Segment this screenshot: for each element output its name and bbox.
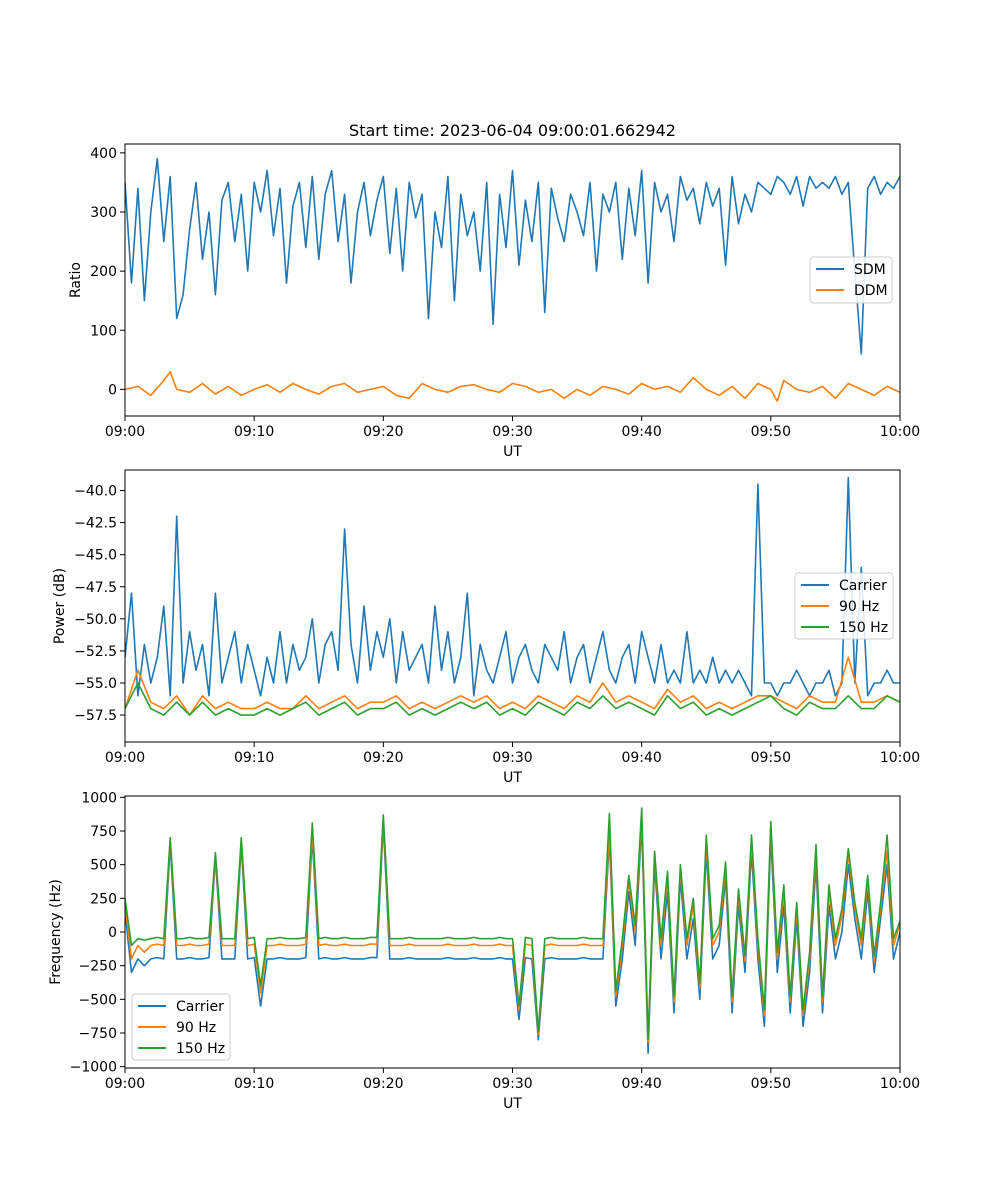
x-tick-label: 09:40 — [621, 424, 661, 440]
x-tick-label: 09:50 — [751, 750, 791, 766]
x-tick-label: 09:10 — [234, 750, 274, 766]
x-tick-label: 10:00 — [880, 750, 920, 766]
x-tick-label: 09:20 — [363, 1076, 403, 1092]
y-tick-label: 500 — [90, 858, 117, 874]
y-tick-label: −47.5 — [74, 580, 117, 596]
legend-label: 90 Hz — [839, 599, 879, 615]
y-tick-label: 200 — [90, 264, 117, 280]
x-tick-label: 10:00 — [880, 424, 920, 440]
x-axis-label: UT — [503, 444, 522, 460]
legend-label: SDM — [854, 262, 886, 278]
x-tick-label: 09:40 — [621, 750, 661, 766]
y-tick-label: 1000 — [81, 790, 117, 806]
series-line-carrier — [125, 476, 900, 697]
y-tick-label: −250 — [79, 959, 117, 975]
legend: Carrier 90 Hz 150 Hz — [131, 993, 231, 1061]
legend-box — [794, 572, 894, 640]
chart-panel-3: 09:00 09:10 09:20 09:30 09:40 09:50 10:00 1000 7… — [48, 790, 920, 1112]
y-axis-label: Frequency (Hz) — [48, 879, 64, 985]
y-tick-label: 300 — [90, 205, 117, 221]
series-line-150-hz — [125, 807, 900, 1041]
x-tick-label: 09:00 — [105, 750, 145, 766]
chart-panel-1: 09:00 09:10 09:20 09:30 09:40 09:50 10:00 400 30… — [68, 143, 920, 460]
y-tick-label: −45.0 — [74, 548, 117, 564]
panels: 09:00 09:10 09:20 09:30 09:40 09:50 10:00 400 30… — [48, 143, 920, 1112]
x-tick-label: 09:30 — [492, 424, 532, 440]
legend: Carrier 90 Hz 150 Hz — [794, 572, 894, 640]
y-tick-label: 100 — [90, 323, 117, 339]
x-tick-label: 09:30 — [492, 750, 532, 766]
axes-frame — [124, 143, 901, 417]
x-tick-label: 10:00 — [880, 1076, 920, 1092]
legend: SDM DDM — [809, 256, 893, 304]
series-line-sdm — [125, 158, 900, 355]
axes-frame — [124, 469, 901, 743]
x-axis-label: UT — [503, 770, 522, 786]
series-line-150-hz — [125, 682, 900, 716]
y-tick-label: −57.5 — [74, 708, 117, 724]
y-tick-label: −50.0 — [74, 612, 117, 628]
legend-label: DDM — [854, 283, 888, 299]
y-tick-label: −52.5 — [74, 644, 117, 660]
y-tick-label: 400 — [90, 146, 117, 162]
legend-label: Carrier — [176, 999, 224, 1015]
y-tick-label: 250 — [90, 891, 117, 907]
series-line-90-hz — [125, 656, 900, 716]
y-tick-label: −55.0 — [74, 676, 117, 692]
x-tick-label: 09:20 — [363, 750, 403, 766]
x-tick-label: 09:10 — [234, 424, 274, 440]
y-tick-label: −500 — [79, 992, 117, 1008]
y-tick-label: −1000 — [70, 1060, 117, 1076]
y-axis-label: Power (dB) — [52, 568, 68, 644]
x-tick-label: 09:10 — [234, 1076, 274, 1092]
chart-panel-2: 09:00 09:10 09:20 09:30 09:40 09:50 10:00 −40.0… — [52, 469, 920, 786]
y-tick-label: 0 — [108, 382, 117, 398]
legend-label: 90 Hz — [176, 1020, 216, 1036]
x-tick-label: 09:50 — [751, 424, 791, 440]
y-tick-label: −40.0 — [74, 484, 117, 500]
x-axis-label: UT — [503, 1096, 522, 1112]
y-tick-label: 750 — [90, 824, 117, 840]
legend-label: Carrier — [839, 578, 887, 594]
axes-frame — [124, 795, 901, 1069]
figure-title: Start time: 2023-06-04 09:00:01.662942 — [349, 121, 676, 140]
legend-box — [131, 993, 231, 1061]
legend-label: 150 Hz — [839, 620, 888, 636]
y-tick-label: 0 — [108, 925, 117, 941]
series-group — [125, 476, 900, 716]
legend-label: 150 Hz — [176, 1041, 225, 1057]
x-tick-label: 09:00 — [105, 424, 145, 440]
y-axis-label: Ratio — [68, 262, 84, 298]
y-tick-label: −750 — [79, 1026, 117, 1042]
x-tick-label: 09:20 — [363, 424, 403, 440]
y-tick-label: −42.5 — [74, 516, 117, 532]
series-group — [125, 158, 900, 403]
x-tick-label: 09:00 — [105, 1076, 145, 1092]
x-tick-label: 09:40 — [621, 1076, 661, 1092]
series-group — [125, 807, 900, 1054]
x-tick-label: 09:30 — [492, 1076, 532, 1092]
x-tick-label: 09:50 — [751, 1076, 791, 1092]
series-line-ddm — [125, 370, 900, 403]
